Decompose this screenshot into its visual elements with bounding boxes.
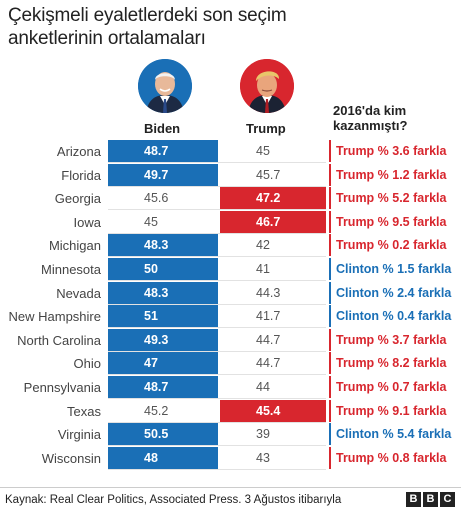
biden-poll-value: 48.7	[108, 140, 218, 162]
trump-poll-value: 46.7	[220, 210, 326, 233]
result-2016: Clinton % 0.4 farkla	[329, 305, 457, 328]
biden-poll-value: 48.3	[108, 234, 218, 257]
state-label: Pennsylvania	[23, 380, 101, 395]
state-label: Florida	[61, 167, 101, 183]
result-2016: Trump % 0.8 farkla	[329, 446, 457, 469]
result-2016: Trump % 8.2 farkla	[329, 352, 457, 375]
table-row: New Hampshire 51 41.7 Clinton % 0.4 farkla	[0, 305, 461, 329]
table-row: Georgia 45.6 47.2 Trump % 5.2 farkla	[0, 187, 461, 211]
trump-poll-value: 44	[256, 380, 270, 394]
row-separator	[108, 421, 326, 423]
trump-poll-value: 45.4	[220, 399, 326, 422]
state-label: Michigan	[48, 238, 101, 254]
state-label: Nevada	[56, 285, 101, 301]
biden-poll-value: 49.3	[108, 328, 218, 351]
table-row: Michigan 48.3 42 Trump % 0.2 farkla	[0, 234, 461, 258]
footer-divider	[0, 487, 461, 488]
trump-poll-value: 45.7	[256, 167, 281, 182]
row-separator	[108, 468, 326, 470]
table-row: Minnesota 50 41 Clinton % 1.5 farkla	[0, 258, 461, 281]
trump-poll-value: 47.2	[220, 187, 326, 210]
chart-title: Çekişmeli eyaletlerdeki son seçim anketl…	[8, 5, 287, 49]
row-separator	[108, 374, 326, 376]
row-separator	[108, 256, 326, 258]
state-label: Texas	[67, 403, 101, 419]
biden-poll-value: 50.5	[108, 423, 218, 446]
table-row: Virginia 50.5 39 Clinton % 5.4 farkla	[0, 423, 461, 447]
row-separator	[108, 327, 326, 329]
table-row: Florida 49.7 45.7 Trump % 1.2 farkla	[0, 163, 461, 187]
trump-poll-value: 44.7	[256, 356, 281, 371]
result-2016: Trump % 1.2 farkla	[329, 163, 457, 186]
row-separator	[108, 280, 326, 281]
row-separator	[108, 209, 326, 211]
table-row: Nevada 48.3 44.3 Clinton % 2.4 farkla	[0, 281, 461, 305]
state-label: New Hampshire	[8, 309, 101, 325]
row-separator	[108, 445, 326, 447]
biden-portrait	[138, 59, 192, 113]
result-2016: Trump % 3.7 farkla	[329, 328, 457, 351]
trump-poll-value: 45	[256, 144, 270, 158]
table-row: Wisconsin 48 43 Trump % 0.8 farkla	[0, 446, 461, 470]
row-separator	[108, 162, 326, 163]
table-row: Iowa 45 46.7 Trump % 9.5 farkla	[0, 210, 461, 234]
trump-poll-value: 42	[256, 238, 270, 253]
biden-poll-value: 47	[108, 352, 218, 375]
trump-poll-value: 44.7	[256, 332, 281, 347]
result-2016: Clinton % 2.4 farkla	[329, 281, 457, 304]
state-label: Ohio	[73, 356, 101, 372]
result-2016: Trump % 9.5 farkla	[329, 210, 457, 233]
row-separator	[108, 232, 326, 234]
row-separator	[108, 398, 326, 399]
state-label: Arizona	[56, 144, 101, 159]
state-label: Georgia	[54, 191, 101, 207]
result-2016: Trump % 0.7 farkla	[329, 376, 457, 398]
biden-column-header: Biden	[144, 121, 181, 136]
bbc-logo: B B C	[406, 492, 455, 507]
row-separator	[108, 303, 326, 305]
biden-poll-value: 45.6	[144, 191, 169, 206]
result-2016: Trump % 9.1 farkla	[329, 399, 457, 422]
result-2016: Trump % 3.6 farkla	[329, 140, 457, 162]
biden-poll-value: 45	[144, 214, 158, 229]
result-2016: Clinton % 5.4 farkla	[329, 423, 457, 446]
trump-poll-value: 44.3	[256, 285, 281, 300]
result-2016: Trump % 5.2 farkla	[329, 187, 457, 210]
state-label: Virginia	[57, 427, 101, 443]
trump-portrait	[240, 59, 294, 113]
state-label: Wisconsin	[41, 450, 101, 466]
table-row: Texas 45.2 45.4 Trump % 9.1 farkla	[0, 399, 461, 423]
trump-poll-value: 39	[256, 427, 270, 442]
table-row: Arizona 48.7 45 Trump % 3.6 farkla	[0, 140, 461, 163]
trump-column-header: Trump	[246, 121, 286, 136]
biden-poll-value: 48.3	[108, 281, 218, 304]
state-label: Iowa	[73, 214, 101, 230]
source-note: Kaynak: Real Clear Politics, Associated …	[5, 494, 342, 506]
biden-poll-value: 49.7	[108, 163, 218, 186]
row-separator	[108, 185, 326, 187]
trump-poll-value: 43	[256, 450, 270, 465]
bbc-logo-letter: C	[440, 492, 455, 507]
biden-poll-value: 50	[108, 258, 218, 280]
row-separator	[108, 350, 326, 352]
state-label: North Carolina	[17, 332, 101, 348]
bbc-logo-letter: B	[423, 492, 438, 507]
bbc-logo-letter: B	[406, 492, 421, 507]
table-row: North Carolina 49.3 44.7 Trump % 3.7 farkla	[0, 328, 461, 352]
trump-poll-value: 41.7	[256, 309, 281, 324]
result-2016: Clinton % 1.5 farkla	[329, 258, 457, 280]
biden-poll-value: 45.2	[144, 403, 169, 418]
table-row: Ohio 47 44.7 Trump % 8.2 farkla	[0, 352, 461, 376]
table-row: Pennsylvania 48.7 44 Trump % 0.7 farkla	[0, 376, 461, 399]
biden-poll-value: 48.7	[108, 376, 218, 398]
trump-poll-value: 41	[256, 262, 270, 276]
biden-poll-value: 48	[108, 446, 218, 469]
result-2016: Trump % 0.2 farkla	[329, 234, 457, 257]
biden-poll-value: 51	[108, 305, 218, 328]
state-label: Minnesota	[41, 262, 101, 277]
result-2016-column-header: 2016'da kim kazanmıştı?	[333, 103, 408, 133]
